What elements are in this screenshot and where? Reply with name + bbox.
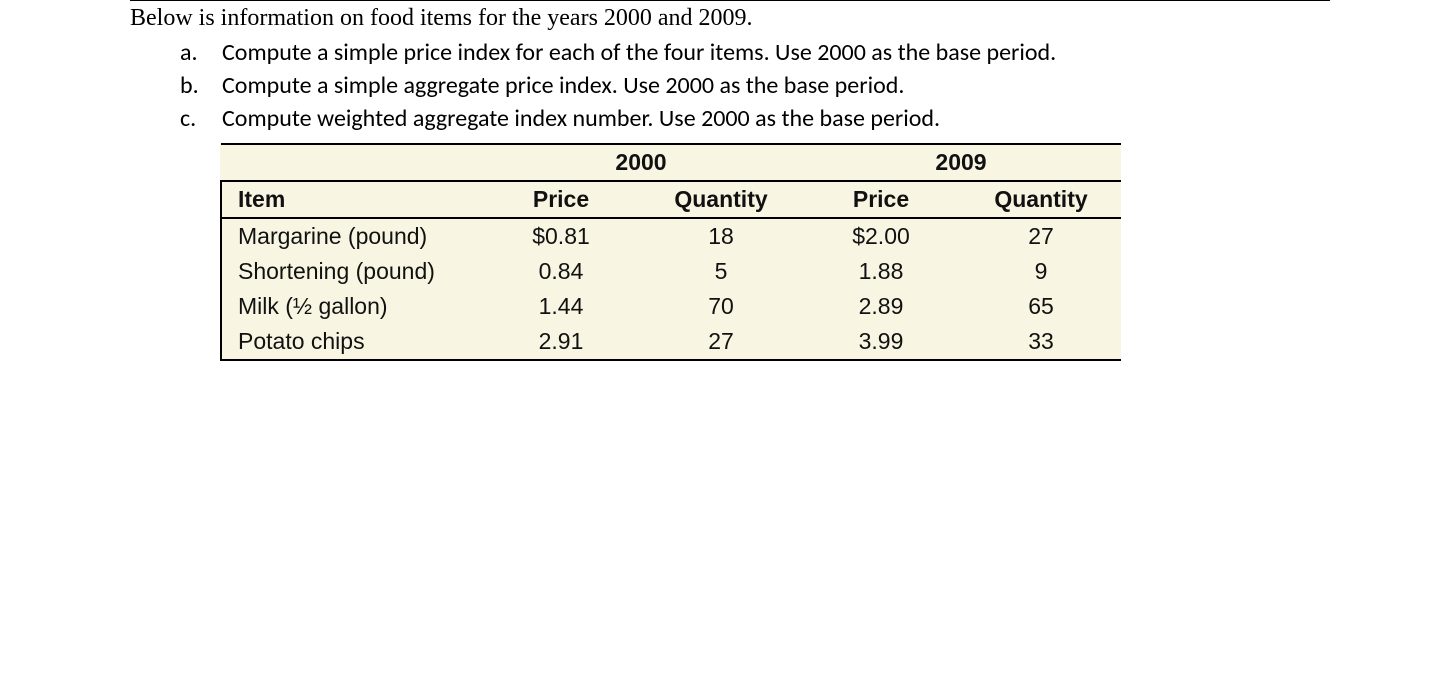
cell-p1: 0.84 [481,254,641,289]
cell-item: Potato chips [221,324,481,360]
table-row: Margarine (pound) $0.81 18 $2.00 27 [221,218,1121,254]
cell-p1: 1.44 [481,289,641,324]
cell-q2: 65 [961,289,1121,324]
cell-q2: 9 [961,254,1121,289]
year-2000-header: 2000 [481,144,801,181]
price-quantity-table: 2000 2009 Item Price Quantity Price Quan… [220,143,1121,361]
cell-item: Margarine (pound) [221,218,481,254]
cell-p1: $0.81 [481,218,641,254]
year-2009-header: 2009 [801,144,1121,181]
cell-q1: 5 [641,254,801,289]
question-c: c. Compute weighted aggregate index numb… [180,104,1434,133]
cell-item: Shortening (pound) [221,254,481,289]
cell-p2: 3.99 [801,324,961,360]
col-header-price-2009: Price [801,181,961,218]
cell-q1: 18 [641,218,801,254]
intro-text: Below is information on food items for t… [130,5,1434,32]
question-a-marker: a. [180,38,204,67]
cell-p1: 2.91 [481,324,641,360]
cell-p2: 1.88 [801,254,961,289]
col-header-item: Item [221,181,481,218]
col-header-qty-2000: Quantity [641,181,801,218]
top-rule [130,0,1330,1]
table-row: Milk (½ gallon) 1.44 70 2.89 65 [221,289,1121,324]
question-a-text: Compute a simple price index for each of… [222,38,1056,67]
cell-item: Milk (½ gallon) [221,289,481,324]
year-row-blank [221,144,481,181]
table-row: Shortening (pound) 0.84 5 1.88 9 [221,254,1121,289]
question-b-marker: b. [180,71,204,100]
question-c-text: Compute weighted aggregate index number.… [222,104,940,133]
cell-p2: 2.89 [801,289,961,324]
question-a: a. Compute a simple price index for each… [180,38,1434,67]
col-header-price-2000: Price [481,181,641,218]
cell-q2: 27 [961,218,1121,254]
question-b: b. Compute a simple aggregate price inde… [180,71,1434,100]
table-row: Potato chips 2.91 27 3.99 33 [221,324,1121,360]
question-b-text: Compute a simple aggregate price index. … [222,71,904,100]
question-list: a. Compute a simple price index for each… [180,38,1434,133]
col-header-qty-2009: Quantity [961,181,1121,218]
question-c-marker: c. [180,104,204,133]
cell-q1: 70 [641,289,801,324]
cell-q2: 33 [961,324,1121,360]
cell-q1: 27 [641,324,801,360]
cell-p2: $2.00 [801,218,961,254]
